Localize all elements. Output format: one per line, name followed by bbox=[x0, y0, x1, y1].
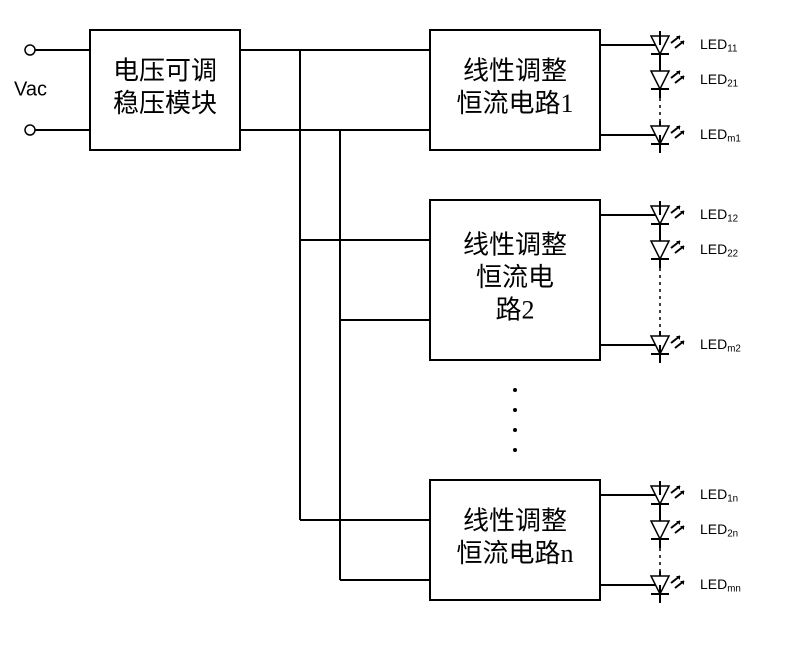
ccn-block-label: 恒流电路n bbox=[456, 539, 573, 568]
led-gn-2-triangle bbox=[651, 521, 669, 539]
led-label-g2-1: LED22 bbox=[700, 241, 738, 259]
terminal-top bbox=[25, 45, 35, 55]
ellipsis-blocks bbox=[513, 428, 517, 432]
led-g1-2-triangle bbox=[651, 71, 669, 89]
cc1-block-label: 线性调整 bbox=[463, 57, 567, 86]
ellipsis-blocks bbox=[513, 388, 517, 392]
ellipsis-blocks bbox=[513, 448, 517, 452]
block-diagram: Vac电压可调稳压模块线性调整恒流电路1线性调整恒流电路2线性调整恒流电路nLE… bbox=[0, 0, 800, 653]
led-label-g1-2: LEDm1 bbox=[700, 126, 741, 144]
terminal-bottom bbox=[25, 125, 35, 135]
led-g2-2-triangle bbox=[651, 241, 669, 259]
cc2-block-label: 恒流电 bbox=[476, 263, 554, 292]
led-label-g2-0: LED12 bbox=[700, 206, 738, 224]
cc2-block-label: 线性调整 bbox=[463, 230, 567, 259]
regulator-block-label: 电压可调 bbox=[113, 57, 217, 86]
regulator-block-label: 稳压模块 bbox=[113, 89, 217, 118]
led-label-g1-1: LED21 bbox=[700, 71, 738, 89]
cc1-block-label: 恒流电路1 bbox=[456, 89, 573, 118]
led-label-g2-2: LEDm2 bbox=[700, 336, 741, 354]
cc2-block-label: 路2 bbox=[495, 295, 534, 324]
ccn-block-label: 线性调整 bbox=[463, 507, 567, 536]
led-label-g1-0: LED11 bbox=[700, 36, 737, 54]
led-label-gn-2: LEDmn bbox=[700, 576, 741, 594]
led-label-gn-0: LED1n bbox=[700, 486, 738, 504]
led-label-gn-1: LED2n bbox=[700, 521, 738, 539]
ellipsis-blocks bbox=[513, 408, 517, 412]
vac-label: Vac bbox=[14, 78, 47, 100]
